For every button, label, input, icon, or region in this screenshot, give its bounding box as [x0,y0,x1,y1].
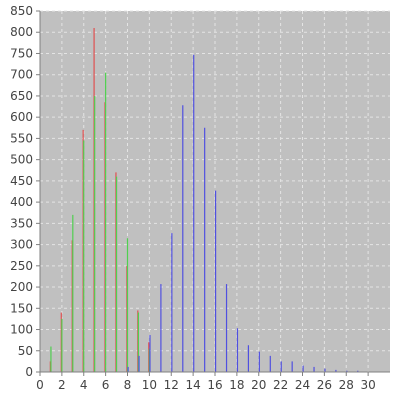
y-tick-label: 300 [10,238,33,252]
y-tick-label: 600 [10,110,33,124]
y-tick-label: 700 [10,68,33,82]
x-tick-label: 20 [251,378,266,392]
y-tick-label: 200 [10,280,33,294]
y-tick-label: 350 [10,216,33,230]
x-tick-label: 22 [273,378,288,392]
x-tick-label: 2 [58,378,66,392]
x-tick-label: 0 [36,378,44,392]
y-tick-label: 500 [10,153,33,167]
y-axis-ticks: 0 50 100 150 200 250 300 350 400 450 500 550 600 650 7… [10,4,40,379]
y-tick-label: 750 [10,46,33,60]
y-tick-label: 650 [10,89,33,103]
x-tick-label: 8 [124,378,132,392]
x-tick-label: 4 [80,378,88,392]
x-tick-label: 14 [185,378,200,392]
x-tick-label: 10 [142,378,157,392]
y-tick-label: 50 [18,344,33,358]
y-tick-label: 800 [10,25,33,39]
x-tick-label: 12 [164,378,179,392]
x-tick-label: 28 [339,378,354,392]
y-tick-label: 100 [10,323,33,337]
y-tick-label: 850 [10,4,33,18]
y-tick-label: 0 [25,365,33,379]
y-tick-label: 450 [10,174,33,188]
y-tick-label: 250 [10,259,33,273]
x-tick-label: 6 [102,378,110,392]
y-tick-label: 550 [10,131,33,145]
x-tick-label: 24 [295,378,310,392]
x-tick-label: 26 [317,378,332,392]
x-tick-label: 18 [229,378,244,392]
x-tick-label: 16 [207,378,222,392]
y-tick-label: 150 [10,301,33,315]
x-tick-label: 30 [360,378,375,392]
x-axis-ticks: 0 2 4 6 8 10 12 14 16 18 20 22 24 26 28 30 [36,372,376,392]
y-tick-label: 400 [10,195,33,209]
